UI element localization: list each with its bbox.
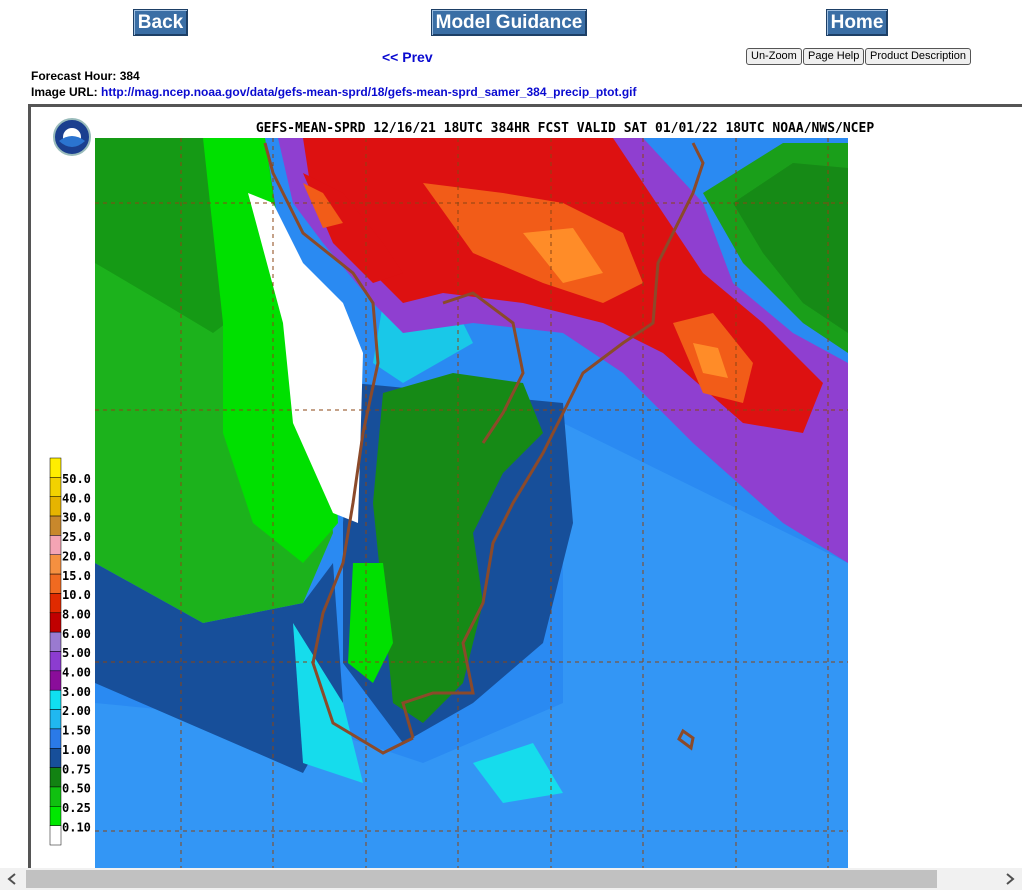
legend-label: 8.00 [62, 607, 91, 621]
legend-label: 5.00 [62, 646, 91, 660]
legend-swatch [49, 806, 62, 826]
legend-swatch [49, 767, 62, 788]
legend-swatch [49, 689, 62, 710]
legend-swatch [49, 631, 62, 652]
legend-label: 3.00 [62, 685, 91, 699]
legend-swatch [49, 515, 62, 536]
horizontal-scrollbar[interactable] [0, 868, 1022, 890]
legend-swatch [49, 651, 62, 672]
legend-swatch [49, 728, 62, 749]
product-description-button[interactable]: Product Description [865, 48, 971, 65]
legend-label: 0.10 [62, 820, 91, 834]
legend-label: 0.75 [62, 762, 91, 776]
legend-label: 2.00 [62, 704, 91, 718]
legend-swatch [49, 457, 62, 478]
legend-label: 0.25 [62, 801, 91, 815]
legend-swatch [49, 748, 62, 768]
back-button[interactable]: Back [133, 9, 188, 36]
grid [95, 138, 848, 868]
map-title: GEFS-MEAN-SPRD 12/16/21 18UTC 384HR FCST… [256, 121, 874, 136]
noaa-logo [53, 118, 91, 156]
image-url-label: Image URL: [31, 85, 98, 99]
legend-label: 0.50 [62, 782, 91, 796]
legend-label: 4.00 [62, 666, 91, 680]
legend-swatch [49, 477, 62, 497]
map-field [95, 138, 848, 868]
scrollbar-graphic [7, 870, 1015, 888]
legend-label: 1.00 [62, 743, 91, 757]
scroll-left[interactable] [7, 873, 16, 885]
forecast-map: GEFS-MEAN-SPRD 12/16/21 18UTC 384HR FCST… [49, 118, 874, 868]
legend-label: 50.0 [62, 472, 91, 486]
home-button[interactable]: Home [826, 9, 888, 36]
legend-label: 10.0 [62, 588, 91, 602]
legend-swatch [49, 670, 62, 691]
legend-label: 30.0 [62, 511, 91, 525]
legend-label: 25.0 [62, 530, 91, 544]
coastline [263, 142, 705, 755]
legend-label: 20.0 [62, 549, 91, 563]
scroll-right[interactable] [1006, 873, 1015, 885]
forecast-hour: Forecast Hour: 384 [31, 69, 140, 83]
legend: 50.0 40.0 30.0 25.0 20.0 15.0 10.0 8.00 6.00 5.00… [49, 457, 91, 846]
legend-label: 6.00 [62, 627, 91, 641]
model-guidance-button[interactable]: Model Guidance [431, 9, 587, 36]
image-url-link[interactable]: http://mag.ncep.noaa.gov/data/gefs-mean-… [101, 85, 637, 99]
legend-swatch [49, 612, 62, 633]
prev-link[interactable]: << Prev [382, 49, 433, 65]
legend-swatch [49, 825, 62, 846]
forecast-hour-value: 384 [119, 69, 140, 83]
legend-swatch [49, 496, 62, 517]
legend-swatch [49, 786, 62, 807]
legend-swatch [49, 554, 62, 575]
unzoom-button[interactable]: Un-Zoom [746, 48, 802, 65]
page-help-button[interactable]: Page Help [803, 48, 865, 65]
forecast-hour-label: Forecast Hour: [31, 69, 117, 83]
legend-label: 40.0 [62, 491, 91, 505]
legend-label: 15.0 [62, 569, 91, 583]
legend-swatch [49, 709, 62, 730]
legend-swatch [49, 573, 62, 594]
legend-swatch [49, 535, 62, 556]
map-frame: GEFS-MEAN-SPRD 12/16/21 18UTC 384HR FCST… [28, 104, 1022, 868]
legend-label: 1.50 [62, 724, 91, 738]
legend-swatch [49, 593, 62, 614]
image-url: Image URL: http://mag.ncep.noaa.gov/data… [31, 85, 637, 99]
scroll-thumb[interactable] [26, 870, 937, 888]
